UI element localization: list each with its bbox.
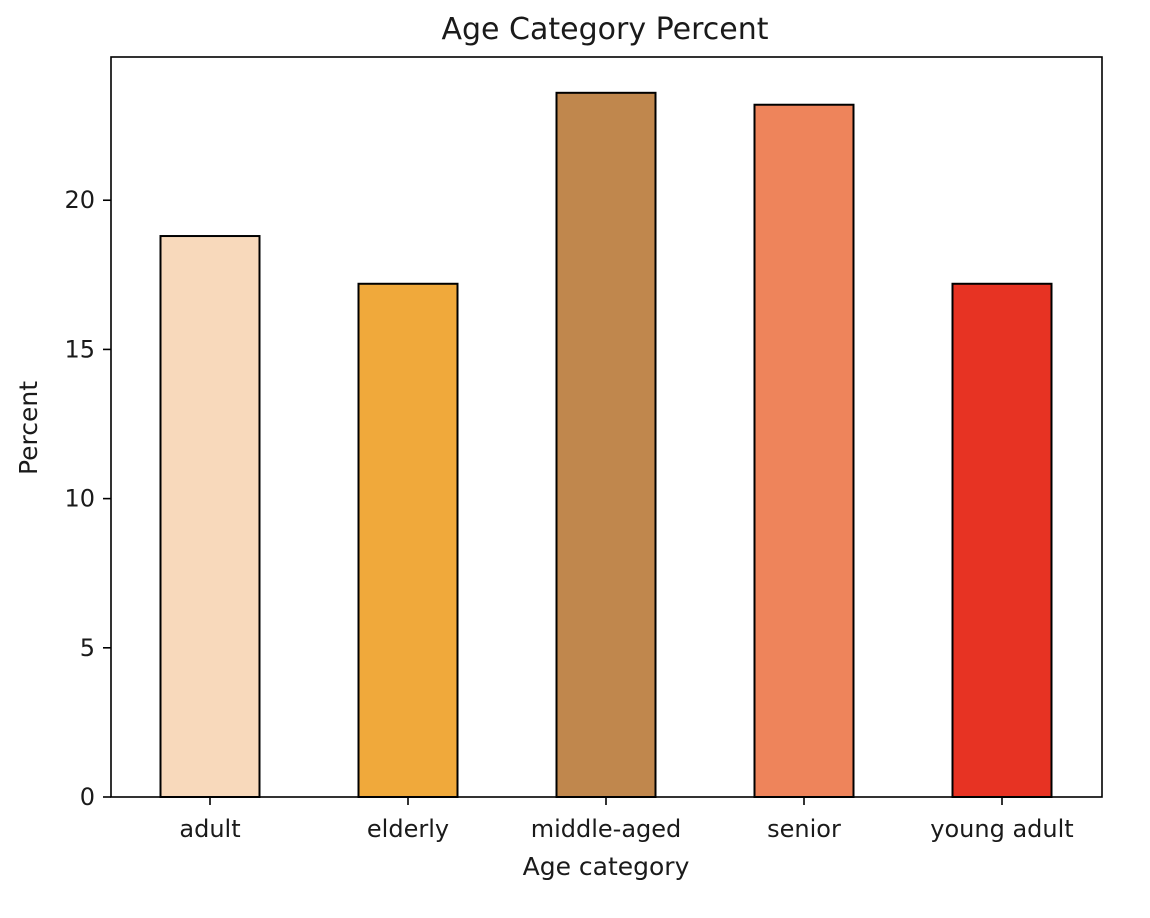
y-axis-label: Percent xyxy=(14,381,43,475)
bar-senior xyxy=(753,103,855,798)
bar-adult xyxy=(159,235,261,798)
plot-frame xyxy=(110,56,1103,798)
x-tick-label: young adult xyxy=(930,815,1073,843)
y-tick-label: 0 xyxy=(80,783,95,811)
chart-title: Age Category Percent xyxy=(441,12,768,47)
x-axis-label: Age category xyxy=(523,852,690,881)
y-tick-label: 5 xyxy=(80,634,95,662)
x-tick-label: senior xyxy=(767,815,841,843)
bar-middle-aged xyxy=(555,91,657,798)
bar-young-adult xyxy=(951,282,1053,799)
x-tick-label: middle-aged xyxy=(531,815,682,843)
y-tick-label: 15 xyxy=(64,335,95,363)
x-axis: adult elderly middle-aged senior young adult xyxy=(179,797,1074,843)
x-tick-label: elderly xyxy=(367,815,449,843)
y-axis: 0 5 10 15 20 xyxy=(64,186,111,811)
y-tick-label: 20 xyxy=(64,186,95,214)
x-tick-label: adult xyxy=(179,815,240,843)
bar-elderly xyxy=(357,282,459,799)
bars-group xyxy=(159,91,1053,799)
y-tick-label: 10 xyxy=(64,485,95,513)
